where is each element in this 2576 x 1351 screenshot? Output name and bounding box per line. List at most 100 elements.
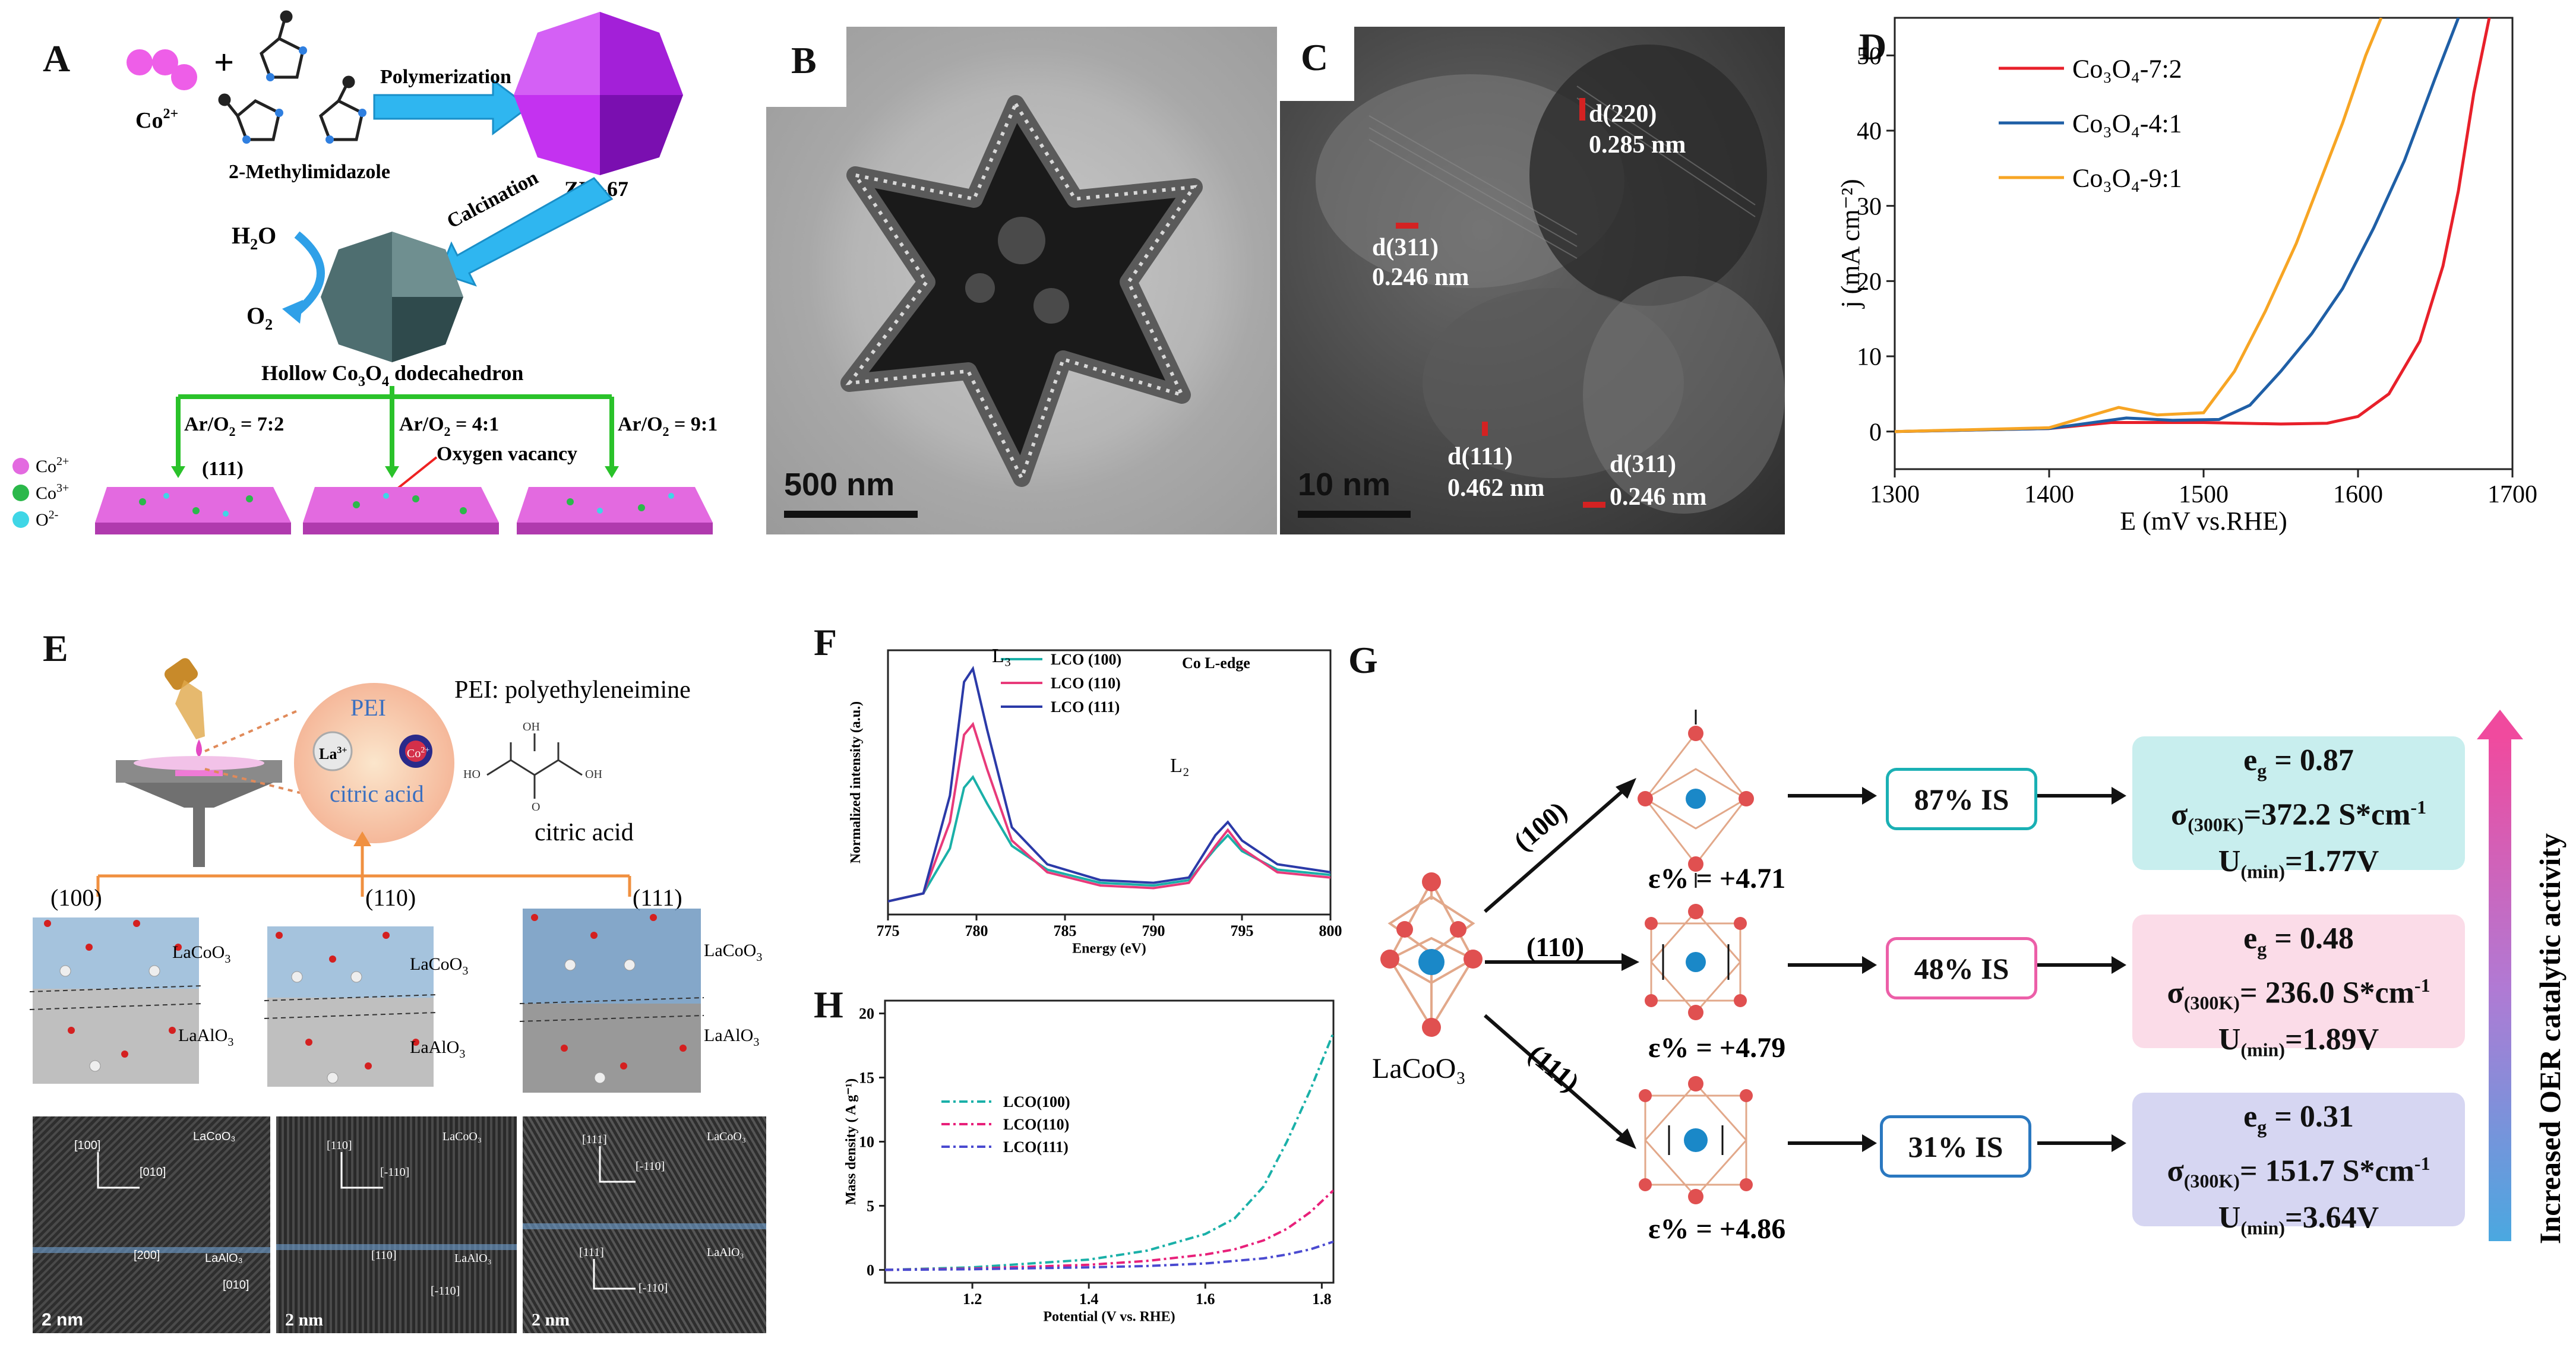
x-axis-label: E (mV vs.RHE)	[2120, 507, 2287, 536]
series-line-0	[888, 775, 1330, 903]
svg-text:(110): (110)	[1526, 932, 1584, 962]
series-line-2	[1895, 18, 2383, 434]
oxygen-vacancy-text: Oxygen vacancy	[437, 443, 577, 465]
svg-text:d(220): d(220)	[1589, 100, 1657, 128]
plus-text: +	[214, 43, 234, 82]
y-tick-label: 5	[867, 1198, 874, 1215]
series-line-2	[888, 666, 1330, 903]
svg-text:2 nm: 2 nm	[532, 1310, 570, 1330]
svg-text:(100): (100)	[1508, 796, 1573, 857]
svg-text:[-110]: [-110]	[639, 1282, 668, 1295]
octahedron-111-icon	[1639, 1076, 1753, 1204]
crystal-structure-111	[519, 909, 704, 1093]
svg-text:(110): (110)	[365, 884, 416, 911]
legend-label-2: LCO (111)	[1051, 698, 1120, 716]
co2-ions-icon	[127, 49, 197, 90]
ratio1-text: Ar/O2 = 7:2	[184, 413, 284, 439]
is-box-111: 31% IS	[1880, 1115, 2031, 1178]
facet-111-text: (111)	[202, 458, 244, 480]
o2-text: O2	[246, 302, 273, 333]
svg-text:LaCoO₃: LaCoO₃	[707, 1130, 746, 1143]
nanoparticle-image	[840, 95, 1203, 487]
svg-text:LaAlO₃: LaAlO₃	[707, 1246, 744, 1259]
polymerization-arrow	[373, 78, 530, 135]
svg-text:LaAlO3: LaAlO3	[410, 1037, 465, 1061]
y-tick-label: 10	[1857, 344, 1882, 371]
x-axis-label: Potential (V vs. RHE)	[1043, 1309, 1175, 1325]
zif67-icon	[514, 12, 683, 175]
panel-b-label: B	[791, 39, 817, 81]
x-tick-label: 1.4	[1079, 1290, 1099, 1308]
y-tick-label: 30	[1857, 193, 1882, 220]
facet-labels: (100) (110) (111)	[50, 884, 682, 911]
y-tick-label: 10	[859, 1134, 874, 1151]
scale-bar	[784, 511, 918, 518]
property-box-111: eg = 0.31 σ(300K)= 151.7 S*cm-1 U(min)=3…	[2132, 1093, 2465, 1239]
y-tick-label: 40	[1857, 118, 1882, 145]
property-box-100: eg = 0.87 σ(300K)=372.2 S*cm-1 U(min)=1.…	[2132, 736, 2465, 882]
panel-c-label-bg	[1280, 27, 1354, 101]
is-box-100: 87% IS	[1886, 768, 2037, 830]
svg-text:d(311): d(311)	[1372, 234, 1439, 261]
x-tick-label: 780	[965, 922, 988, 939]
panel-c-label: C	[1301, 36, 1329, 78]
peak-l2-label: L₂	[1170, 755, 1190, 777]
svg-text:d(111): d(111)	[1447, 443, 1513, 470]
panel-a-label: A	[43, 37, 71, 80]
svg-text:0.246 nm: 0.246 nm	[1610, 483, 1706, 511]
legend-label-1: LCO(110)	[1003, 1116, 1069, 1133]
crystal-structure-110	[264, 926, 437, 1087]
y-tick-label: 0	[1869, 419, 1882, 446]
panel-g-diagram: LaCoO₃ (100) (110) (111)	[1372, 710, 2566, 1245]
lattice-image: d(220) 0.285 nm d(311) 0.246 nm d(111) 0…	[1316, 45, 1785, 514]
series-line-1	[888, 722, 1330, 903]
svg-text:LaAlO₃: LaAlO₃	[205, 1252, 243, 1265]
series-line-2	[885, 1241, 1333, 1271]
chart-f-svg: 775 780 785 790 795 800 Energy (eV) Normalized …	[848, 645, 1342, 957]
svg-text:d(311): d(311)	[1610, 451, 1676, 478]
panel-b-tem-image: B 500 nm	[766, 27, 1277, 534]
svg-text:OH: OH	[585, 768, 602, 781]
panel-c-hrtem-image: d(220) 0.285 nm d(311) 0.246 nm d(111) 0…	[1280, 27, 1785, 534]
co2-text: Co2+	[135, 106, 178, 133]
oer-activity-arrow	[2477, 710, 2523, 1241]
svg-text:[010]: [010]	[223, 1279, 249, 1292]
svg-text:OH: OH	[523, 720, 540, 733]
hrtem-111: [111] [-110] [111] [-110] LaCoO₃ LaAlO₃ …	[523, 1116, 766, 1333]
hrtem-100: [100] [010] [200] [010] LaCoO₃ LaAlO₃ 2 …	[33, 1116, 270, 1333]
y-axis-label: Normalized intensity (a.u.)	[848, 701, 864, 863]
co-ledge-annotation: Co L-edge	[1182, 654, 1250, 672]
legend-label-2: Co₃O₄-9:1	[2072, 163, 2182, 192]
hollow-text: Hollow Co3O4 dodecahedron	[261, 361, 523, 390]
panel-g-label: G	[1348, 639, 1378, 681]
svg-text:[-110]: [-110]	[636, 1160, 665, 1173]
water-arrow	[294, 231, 325, 315]
calcination-arrow	[438, 177, 614, 287]
svg-text:Co2+: Co2+	[36, 455, 69, 476]
scale-bar-text: 10 nm	[1298, 467, 1391, 502]
imidazole-icon	[218, 10, 364, 141]
panel-a: A Co2+ + 2-Methylimidazole	[0, 0, 754, 546]
y-tick-label: 20	[859, 1005, 874, 1023]
y-tick-label: 15	[859, 1070, 874, 1087]
svg-text:PEI: polyethyleneimine: PEI: polyethyleneimine	[454, 676, 691, 704]
legend-label-0: Co₃O₄-7:2	[2072, 54, 2182, 83]
legend-label-0: LCO (100)	[1051, 651, 1121, 668]
svg-text:La3+: La3+	[319, 745, 347, 762]
svg-text:LaCoO3: LaCoO3	[704, 941, 762, 964]
x-tick-label: 1.6	[1196, 1290, 1215, 1308]
ion-legend: Co2+ Co3+ O2-	[12, 455, 69, 530]
x-tick-label: 1700	[2488, 481, 2537, 508]
x-tick-label: 800	[1319, 922, 1342, 939]
chart-d-svg: 1300 1400 1500 1600 1700 0 10 20 30 40 50 E (mV vs.…	[1836, 17, 2537, 536]
legend-label-1: Co₃O₄-4:1	[2072, 109, 2182, 138]
scale-bar	[1298, 511, 1411, 518]
svg-text:LaCoO₃: LaCoO₃	[193, 1130, 236, 1143]
svg-text:[010]: [010]	[140, 1166, 166, 1179]
svg-text:LaCoO₃: LaCoO₃	[442, 1130, 482, 1143]
scale-bar-text: 500 nm	[784, 467, 895, 502]
svg-text:0.462 nm: 0.462 nm	[1447, 474, 1544, 502]
svg-text:LaAlO₃: LaAlO₃	[454, 1252, 492, 1265]
x-tick-label: 1.8	[1312, 1290, 1332, 1308]
panel-e-label: E	[43, 627, 68, 669]
